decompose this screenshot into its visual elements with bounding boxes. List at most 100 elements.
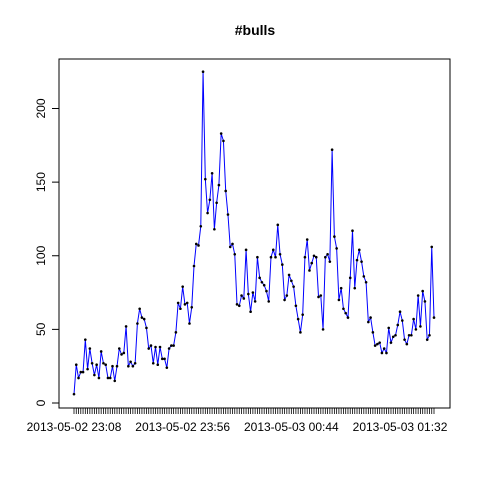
data-point: [145, 326, 148, 330]
data-point: [281, 263, 284, 266]
data-point: [265, 289, 268, 293]
data-point: [122, 351, 126, 355]
data-point: [308, 269, 311, 272]
data-point: [208, 198, 212, 202]
data-point: [355, 258, 359, 262]
data-point: [90, 361, 94, 365]
data-point: [108, 376, 112, 380]
data-point: [326, 252, 329, 256]
data-point: [312, 254, 316, 258]
data-point: [154, 345, 157, 349]
data-point: [278, 252, 282, 256]
data-point: [303, 255, 307, 259]
data-point: [403, 338, 406, 341]
data-point: [421, 289, 424, 293]
data-point: [161, 357, 164, 361]
x-tick-label: 2013-05-03 01:32: [353, 420, 448, 434]
data-point: [199, 225, 203, 228]
data-point: [405, 342, 409, 346]
data-point: [79, 370, 83, 374]
data-point: [192, 264, 196, 268]
data-point: [158, 345, 162, 349]
plot-area-frame: [58, 58, 451, 409]
data-point: [88, 347, 92, 350]
data-point: [204, 177, 207, 181]
data-point: [170, 344, 173, 347]
data-point: [290, 279, 293, 283]
data-point: [210, 171, 214, 175]
data-point: [317, 295, 320, 299]
data-point: [172, 344, 175, 347]
data-point: [201, 70, 205, 73]
data-point: [136, 322, 139, 325]
data-point: [410, 333, 413, 337]
data-point: [249, 310, 252, 314]
data-point: [344, 311, 348, 315]
data-point: [226, 213, 230, 216]
data-point: [260, 280, 264, 284]
data-point: [244, 248, 248, 252]
data-point: [412, 317, 415, 321]
data-point: [387, 326, 391, 330]
data-point: [328, 260, 332, 263]
data-point: [382, 347, 386, 350]
data-point: [235, 303, 239, 306]
data-point: [371, 331, 375, 334]
data-point: [276, 223, 280, 227]
data-point: [321, 328, 325, 331]
chart-title: #bulls: [235, 22, 276, 38]
data-point: [274, 255, 277, 259]
data-point: [324, 255, 327, 259]
data-point: [335, 247, 338, 250]
data-point: [401, 319, 404, 322]
data-point: [242, 297, 246, 300]
y-axis: 0 50 100 150 200: [34, 98, 60, 406]
data-point: [364, 280, 368, 284]
data-point: [106, 376, 110, 380]
series-points: [72, 70, 436, 396]
data-point: [416, 294, 420, 297]
data-point: [222, 139, 225, 143]
data-point: [124, 325, 128, 328]
data-point: [215, 201, 218, 205]
data-point: [197, 244, 200, 247]
data-point: [74, 363, 78, 367]
data-point: [86, 367, 89, 371]
data-point: [294, 304, 298, 308]
data-point: [133, 361, 137, 365]
data-point: [296, 317, 300, 321]
data-point: [333, 235, 336, 238]
data-point: [360, 260, 363, 263]
data-point: [348, 276, 352, 280]
data-point: [188, 322, 191, 325]
data-point: [330, 148, 334, 152]
data-point: [267, 300, 271, 303]
y-tick-label: 0: [34, 399, 48, 406]
data-point: [314, 255, 318, 259]
data-point: [414, 328, 418, 331]
data-point: [142, 317, 146, 321]
data-point: [99, 350, 103, 353]
y-tick-label: 200: [34, 98, 48, 118]
data-point: [179, 307, 182, 311]
data-point: [389, 341, 393, 344]
data-point: [357, 248, 361, 252]
data-point: [129, 360, 132, 364]
data-point: [351, 229, 354, 233]
data-point: [251, 291, 255, 294]
data-point: [256, 255, 259, 259]
x-axis: 2013-05-02 23:08 2013-05-02 23:56 2013-05-…: [27, 407, 448, 434]
y-tick-label: 100: [34, 245, 48, 265]
data-point: [115, 364, 119, 368]
data-point: [407, 333, 411, 337]
data-point: [140, 316, 144, 319]
data-point: [131, 364, 135, 368]
data-point: [194, 242, 198, 246]
series-line: [73, 71, 435, 395]
y-tick-label: 50: [34, 322, 48, 336]
series-polyline: [73, 71, 435, 395]
data-point: [367, 320, 370, 324]
data-point: [102, 361, 105, 365]
data-point: [299, 331, 302, 334]
data-point: [72, 392, 76, 396]
